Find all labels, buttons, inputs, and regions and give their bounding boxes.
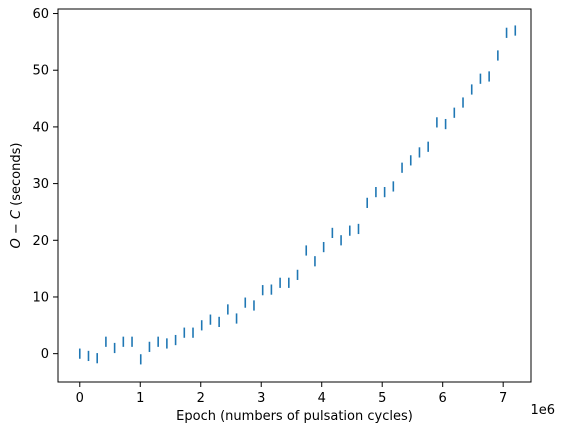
error-bars [78, 25, 517, 365]
y-axis-ticks: 0 10 20 30 40 50 60 [32, 7, 58, 362]
y-tick-label: 0 [41, 347, 49, 362]
x-axis-ticks: 0 1 2 3 4 5 6 7 [76, 382, 507, 406]
y-tick-label: 30 [32, 177, 49, 192]
x-tick-label: 1 [136, 391, 144, 406]
x-tick-label: 6 [439, 391, 447, 406]
x-tick-label: 7 [499, 391, 507, 406]
y-axis-label-minus: − [9, 219, 24, 238]
x-tick-label: 2 [197, 391, 205, 406]
y-axis-label-unit: (seconds) [9, 143, 24, 210]
y-tick-label: 10 [32, 290, 49, 305]
y-tick-label: 60 [32, 7, 49, 22]
x-tick-label: 5 [378, 391, 386, 406]
x-tick-label: 3 [257, 391, 265, 406]
x-axis-label: Epoch (numbers of pulsation cycles) [176, 409, 413, 424]
y-axis-label-c: C [9, 209, 24, 219]
plot-area [58, 9, 531, 382]
y-tick-label: 20 [32, 234, 49, 249]
y-tick-label: 40 [32, 120, 49, 135]
x-tick-label: 4 [318, 391, 326, 406]
plot-frame [57, 8, 532, 383]
y-tick-label: 50 [32, 64, 49, 79]
x-tick-label: 0 [76, 391, 84, 406]
y-axis-label: O − C (seconds) [9, 143, 24, 249]
y-axis-label-o: O [9, 238, 24, 248]
x-axis-offset-label: 1e6 [530, 403, 555, 418]
